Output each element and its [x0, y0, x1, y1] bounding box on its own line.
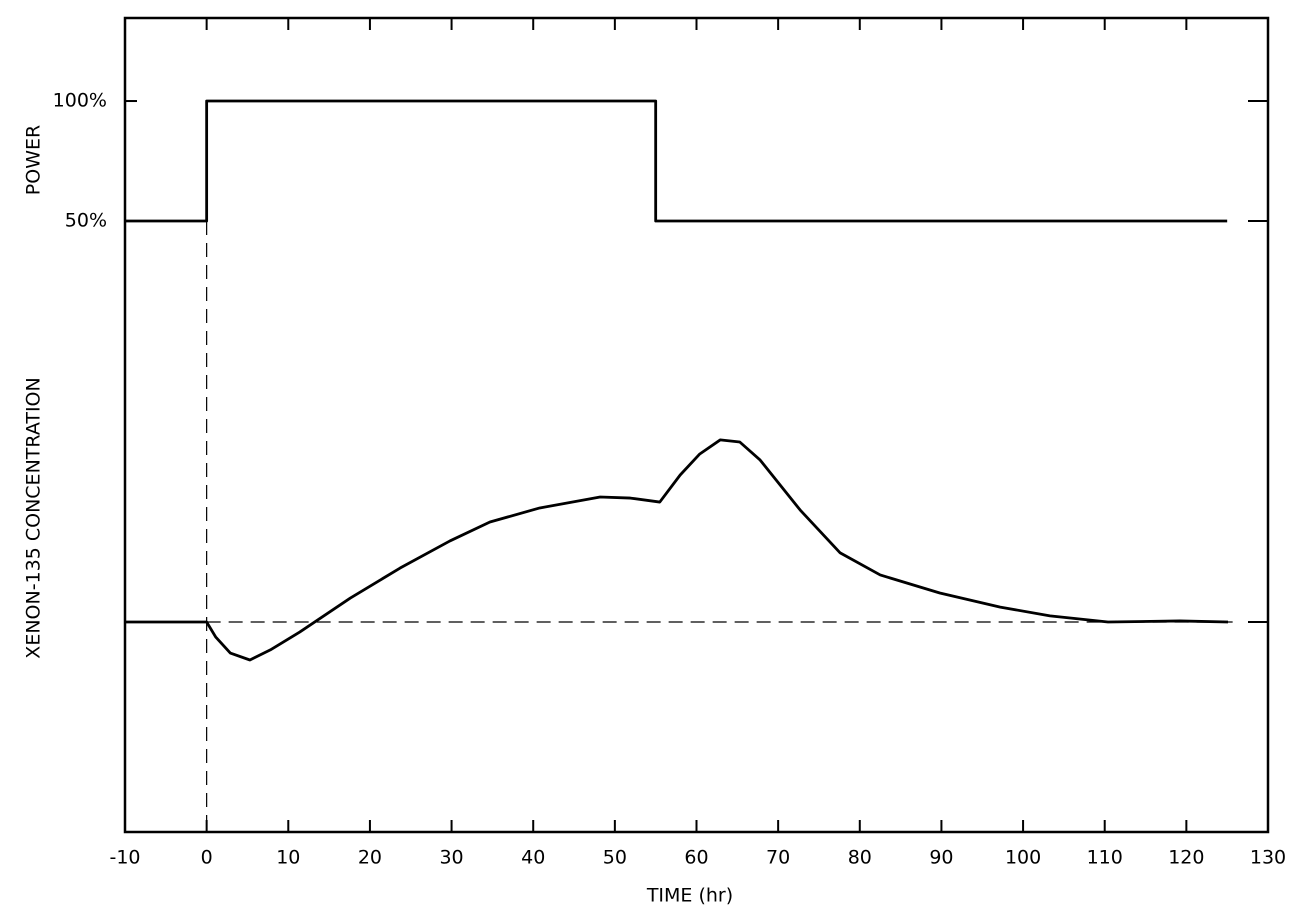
x-tick-label: 100 [1005, 847, 1041, 869]
series-line [125, 438, 1229, 662]
plot-frame [123, 16, 1270, 834]
x-tick-label: 30 [439, 847, 463, 869]
x-tick-label: 40 [521, 847, 545, 869]
x-tick-label: 80 [848, 847, 872, 869]
x-tick-label: -10 [109, 847, 140, 869]
y-axis-title: POWER [23, 125, 45, 195]
x-tick-label: 10 [276, 847, 300, 869]
x-tick-label: 130 [1250, 847, 1286, 869]
x-axis-title: TIME (hr) [646, 885, 733, 907]
series-line [125, 99, 1228, 223]
x-tick-label: 60 [684, 847, 708, 869]
x-tick-label: 70 [766, 847, 790, 869]
x-tick-label: 20 [358, 847, 382, 869]
x-tick-label: 120 [1168, 847, 1204, 869]
x-tick-label: 90 [929, 847, 953, 869]
y2-axis-title: XENON-135 CONCENTRATION [23, 377, 45, 658]
x-tick-label: 0 [201, 847, 213, 869]
x-tick-label: 50 [603, 847, 627, 869]
x-tick-label: 110 [1087, 847, 1123, 869]
y-tick-label: 100% [53, 90, 107, 112]
y-tick-label: 50% [65, 210, 107, 232]
